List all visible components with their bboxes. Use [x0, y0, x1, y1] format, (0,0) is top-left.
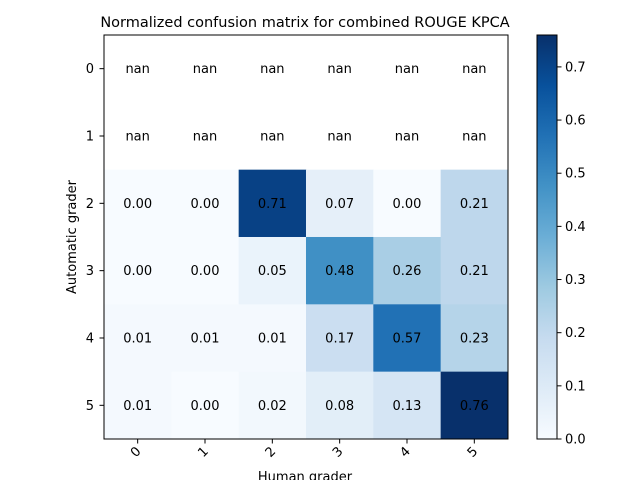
cell-value-label: 0.07: [325, 197, 354, 212]
y-tick-label: 1: [86, 129, 94, 144]
x-tick-label: 1: [195, 444, 211, 460]
cell-value-label: nan: [260, 129, 284, 144]
chart-title: Normalized confusion matrix for combined…: [100, 15, 509, 31]
cell-value-label: 0.01: [123, 331, 152, 346]
cell-value-label: 0.05: [258, 264, 287, 279]
cell-value-label: nan: [193, 62, 217, 77]
cell-value-label: 0.71: [258, 197, 287, 212]
colorbar-tick-label: 0.6: [565, 114, 586, 129]
cell-value-label: nan: [260, 62, 284, 77]
colorbar-tick-label: 0.1: [565, 379, 586, 394]
x-tick-label: 3: [330, 444, 346, 460]
colorbar-tick-label: 0.0: [565, 433, 586, 448]
x-axis-label: Human grader: [258, 470, 353, 480]
x-axis-ticks: 0 1 2 3 4 5: [128, 439, 481, 461]
x-tick-label: 4: [397, 444, 413, 460]
y-tick-label: 2: [86, 197, 94, 212]
cell-value-label: nan: [193, 129, 217, 144]
cell-value-label: 0.21: [460, 264, 489, 279]
cell-value-label: 0.00: [393, 197, 422, 212]
colorbar-tick-label: 0.2: [565, 326, 586, 341]
cell-value-label: nan: [462, 62, 486, 77]
cell-value-label: 0.00: [123, 197, 152, 212]
y-tick-label: 0: [86, 62, 94, 77]
cell-value-label: 0.48: [325, 264, 354, 279]
cell-value-label: 0.00: [191, 399, 220, 414]
cell-value-label: 0.76: [460, 399, 489, 414]
cell-value-label: 0.13: [393, 399, 422, 414]
cell-value-label: 0.00: [123, 264, 152, 279]
colorbar-tick-label: 0.3: [565, 273, 586, 288]
cell-value-label: nan: [327, 129, 351, 144]
x-tick-label: 5: [465, 444, 481, 460]
cell-value-label: nan: [395, 62, 419, 77]
cell-value-label: 0.23: [460, 331, 489, 346]
colorbar-ticks: 0.0 0.1 0.2 0.3 0.4 0.5 0.6 0.7: [557, 60, 586, 447]
cell-value-label: nan: [327, 62, 351, 77]
cell-value-label: 0.17: [325, 331, 354, 346]
cell-value-label: 0.01: [258, 331, 287, 346]
cell-value-label: 0.21: [460, 197, 489, 212]
cell-value-label: 0.08: [325, 399, 354, 414]
y-axis-label: Automatic grader: [65, 179, 80, 294]
colorbar-tick-label: 0.7: [565, 60, 586, 75]
colorbar-tick-label: 0.4: [565, 220, 586, 235]
cell-value-label: nan: [462, 129, 486, 144]
cell-value-label: 0.26: [393, 264, 422, 279]
cell-value-label: 0.00: [191, 264, 220, 279]
y-axis-ticks: 0 1 2 3 4 5: [86, 62, 104, 414]
colorbar-tick-label: 0.5: [565, 167, 586, 182]
cell-value-label: 0.02: [258, 399, 287, 414]
x-tick-label: 0: [128, 444, 144, 460]
heatmap-cells: [104, 35, 508, 439]
y-tick-label: 3: [86, 264, 94, 279]
cell-value-label: nan: [125, 62, 149, 77]
cell-value-label: nan: [395, 129, 419, 144]
cell-value-label: nan: [125, 129, 149, 144]
cell-value-label: 0.01: [191, 331, 220, 346]
x-tick-label: 2: [263, 444, 279, 460]
y-tick-label: 4: [86, 331, 94, 346]
y-tick-label: 5: [86, 399, 94, 414]
colorbar: [537, 35, 557, 439]
cell-value-label: 0.00: [191, 197, 220, 212]
cell-value-label: 0.01: [123, 399, 152, 414]
cell-value-label: 0.57: [393, 331, 422, 346]
